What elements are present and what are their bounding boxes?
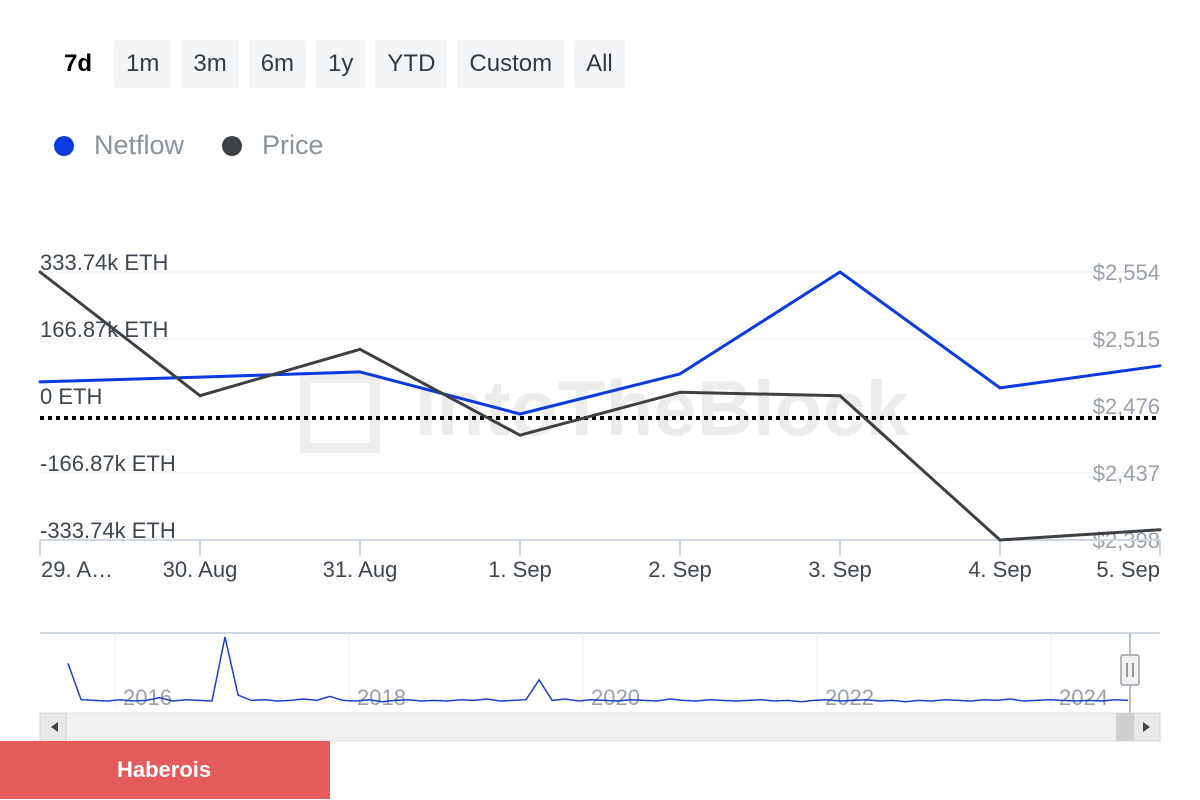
- scroll-right-arrow-icon: [1143, 722, 1150, 732]
- data-point-price: [838, 394, 842, 398]
- range-button-1y[interactable]: 1y: [316, 40, 366, 88]
- range-navigator[interactable]: 2016 2018 2020 2022 2024: [0, 625, 1200, 745]
- legend-item-price[interactable]: Price: [222, 130, 324, 161]
- range-button-ytd[interactable]: YTD: [375, 40, 448, 88]
- navigator-year-label: 2020: [591, 685, 640, 710]
- navigator-handle[interactable]: [1120, 654, 1140, 686]
- x-tick-label: 29. A…: [41, 557, 113, 582]
- range-button-1m[interactable]: 1m: [114, 40, 172, 88]
- x-tick-label: 3. Sep: [808, 557, 872, 582]
- navigator-year-label: 2016: [123, 685, 172, 710]
- y-left-tick-label: -166.87k ETH: [40, 451, 176, 476]
- series-line-netflow: [39, 270, 1161, 416]
- data-point-netflow: [998, 386, 1002, 390]
- y-right-tick-label: $2,515: [1093, 327, 1160, 352]
- data-point-netflow: [38, 380, 42, 384]
- y-right-tick-label: $2,476: [1093, 394, 1160, 419]
- legend-dot-icon: [54, 135, 74, 156]
- y-left-tick-label: -333.74k ETH: [40, 518, 176, 543]
- legend-label: Netflow: [94, 130, 185, 160]
- x-tick-label: 2. Sep: [648, 557, 712, 582]
- x-tick-label: 31. Aug: [323, 557, 398, 582]
- legend-dot-icon: [222, 135, 243, 156]
- data-point-price: [1158, 528, 1162, 532]
- data-point-netflow: [358, 370, 362, 374]
- range-button-7d[interactable]: 7d: [52, 40, 105, 88]
- series-line-price: [39, 270, 1161, 542]
- y-right-tick-label: $2,554: [1093, 260, 1160, 285]
- navigator-scrollbar-thumb[interactable]: [1116, 713, 1136, 741]
- navigator-year-label: 2024: [1059, 685, 1108, 710]
- scroll-left-arrow-icon: [51, 722, 58, 732]
- legend: Netflow Price: [54, 130, 324, 161]
- y-right-tick-label: $2,437: [1093, 461, 1160, 486]
- badge-label: Haberois: [117, 757, 212, 782]
- navigator-handle-grip[interactable]: [1120, 654, 1140, 686]
- y-left-tick-label: 0 ETH: [40, 384, 102, 409]
- scroll-right-button[interactable]: [1133, 712, 1161, 742]
- data-point-price: [678, 390, 682, 394]
- navigator-series-line: [67, 636, 1129, 703]
- data-point-netflow: [198, 375, 202, 379]
- x-tick-label: 4. Sep: [968, 557, 1032, 582]
- range-button-custom[interactable]: Custom: [457, 40, 565, 88]
- source-badge: Haberois: [0, 741, 330, 799]
- data-point-price: [998, 538, 1002, 542]
- data-point-netflow: [518, 412, 522, 416]
- legend-item-netflow[interactable]: Netflow: [54, 130, 184, 161]
- data-point-price: [518, 433, 522, 437]
- scroll-left-button[interactable]: [39, 712, 67, 742]
- x-tick-label: 5. Sep: [1096, 557, 1160, 582]
- range-selector: 7d 1m 3m 6m 1y YTD Custom All: [52, 40, 625, 88]
- watermark-logo-icon: [300, 373, 380, 453]
- range-button-6m[interactable]: 6m: [248, 40, 307, 88]
- data-point-price: [198, 394, 202, 398]
- watermark: IntoTheBlock: [300, 364, 910, 453]
- y-left-tick-label: 333.74k ETH: [40, 250, 168, 275]
- navigator-scrollbar-track[interactable]: [39, 712, 1161, 742]
- data-point-netflow: [838, 270, 842, 274]
- legend-label: Price: [262, 130, 324, 160]
- data-point-price: [38, 270, 42, 274]
- range-button-3m[interactable]: 3m: [181, 40, 239, 88]
- data-point-netflow: [1158, 364, 1162, 368]
- navigator-year-label: 2022: [825, 685, 874, 710]
- range-button-all[interactable]: All: [574, 40, 625, 88]
- navigator-year-label: 2018: [357, 685, 406, 710]
- x-tick-label: 1. Sep: [488, 557, 552, 582]
- data-point-netflow: [678, 372, 682, 376]
- x-tick-label: 30. Aug: [163, 557, 238, 582]
- data-point-price: [358, 347, 362, 351]
